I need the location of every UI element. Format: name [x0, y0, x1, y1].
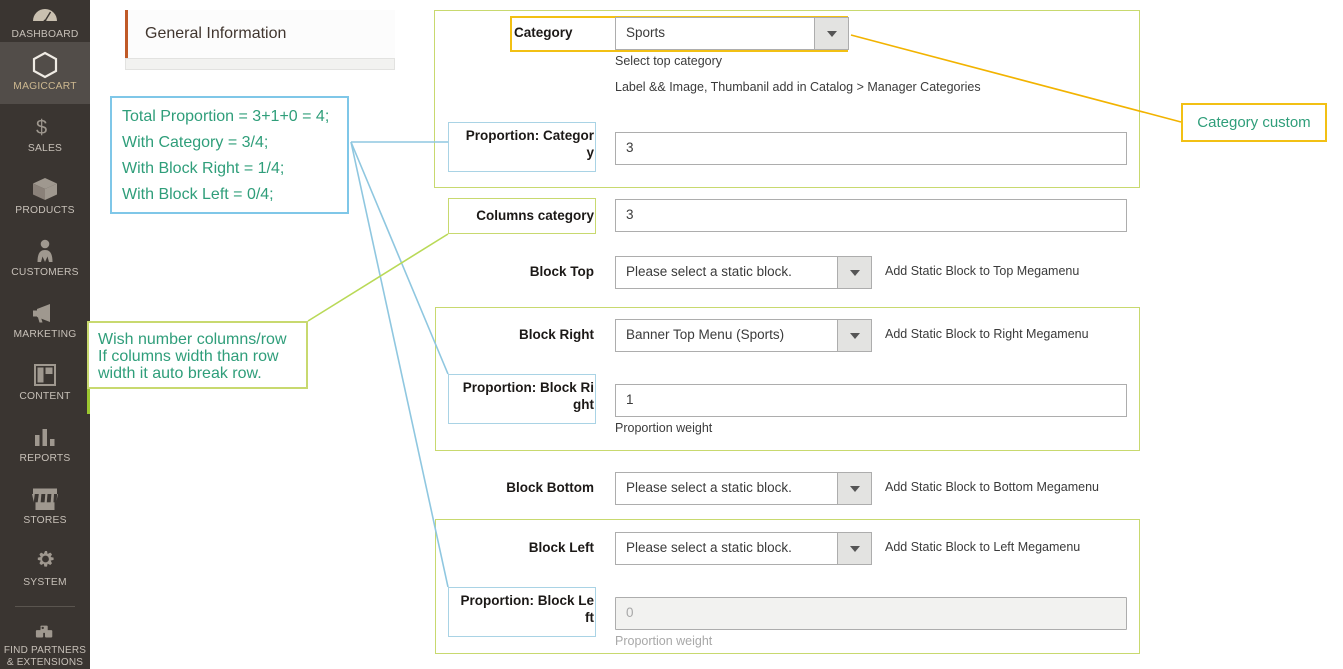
svg-text:$: $: [36, 117, 47, 139]
